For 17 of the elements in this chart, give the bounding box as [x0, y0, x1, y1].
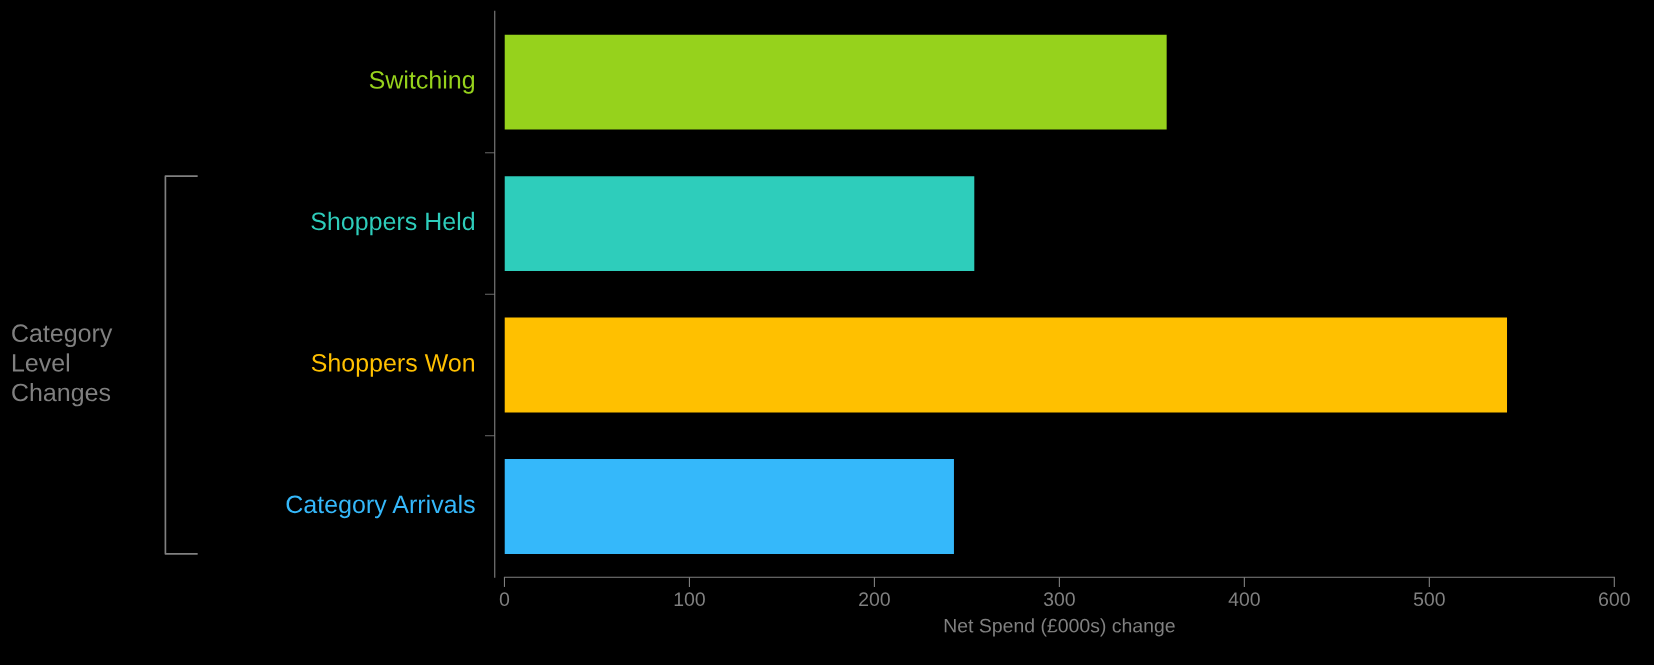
- x-tick-label: 400: [1228, 592, 1260, 607]
- x-tick-label: 200: [859, 592, 890, 607]
- y-tick-label: Category Arrivals: [286, 494, 475, 519]
- x-axis-title: Net Spend (£000s) change: [944, 618, 1175, 637]
- x-tick-label: 300: [1043, 592, 1075, 607]
- bar: [504, 459, 954, 554]
- x-tick-label: 0: [499, 592, 510, 607]
- y-tick-label: Shoppers Won: [311, 353, 474, 377]
- y-tick-label: Switching: [369, 70, 475, 94]
- bar: [504, 34, 1167, 130]
- y-tick-label: Shoppers Held: [311, 211, 475, 236]
- bar: [504, 176, 975, 271]
- x-tick-label: 500: [1413, 592, 1445, 607]
- x-tick-label: 600: [1599, 592, 1630, 607]
- text: Category Level Changes: [12, 324, 113, 407]
- bar: [504, 317, 1508, 413]
- x-tick-label: 100: [674, 592, 705, 607]
